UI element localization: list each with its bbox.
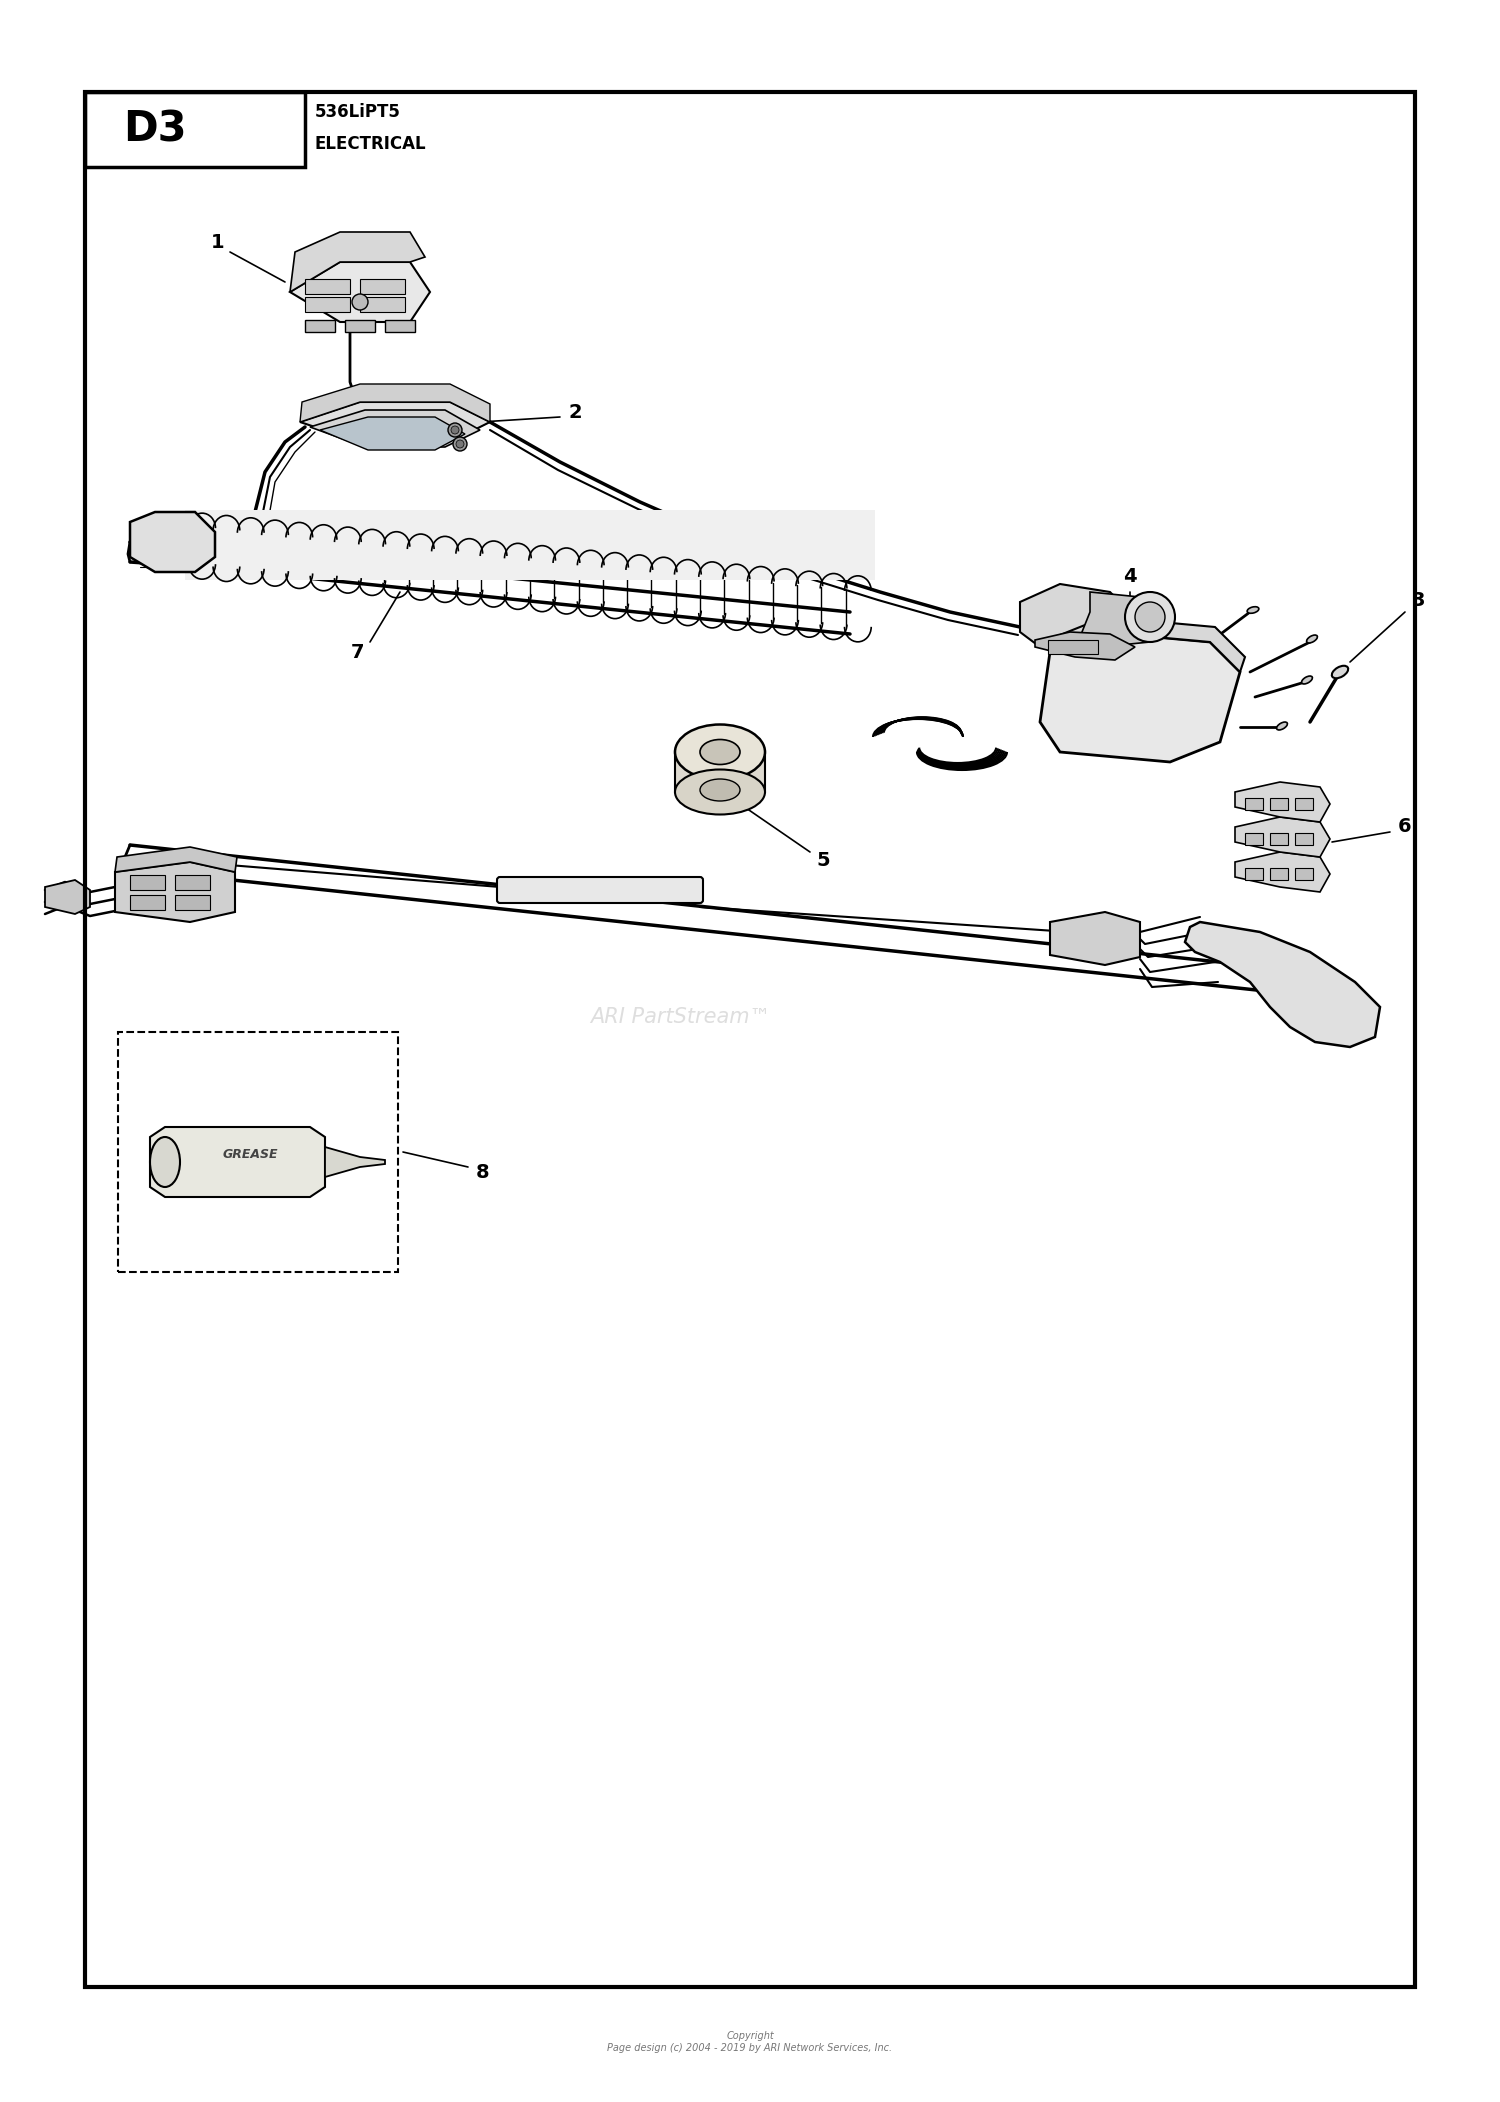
Polygon shape <box>116 862 236 923</box>
Polygon shape <box>1185 923 1380 1047</box>
Text: ARI PartStream™: ARI PartStream™ <box>590 1007 771 1028</box>
Circle shape <box>1125 593 1174 641</box>
Bar <box>130 895 165 910</box>
Ellipse shape <box>675 769 765 813</box>
Bar <box>304 280 350 294</box>
Bar <box>1270 832 1288 845</box>
Bar <box>176 895 210 910</box>
Circle shape <box>1136 601 1166 633</box>
Bar <box>386 320 416 332</box>
Text: 5: 5 <box>816 851 830 870</box>
Polygon shape <box>300 401 490 441</box>
Bar <box>1270 868 1288 881</box>
Polygon shape <box>150 1127 326 1196</box>
Text: Copyright
Page design (c) 2004 - 2019 by ARI Network Services, Inc.: Copyright Page design (c) 2004 - 2019 by… <box>608 2031 892 2054</box>
Circle shape <box>453 437 466 452</box>
Polygon shape <box>1234 851 1330 891</box>
Polygon shape <box>320 416 465 450</box>
Text: 4: 4 <box>1124 568 1137 586</box>
Ellipse shape <box>700 740 740 765</box>
Circle shape <box>448 423 462 437</box>
Polygon shape <box>1234 818 1330 858</box>
Ellipse shape <box>1246 607 1258 614</box>
Bar <box>86 92 304 166</box>
Polygon shape <box>116 847 237 872</box>
Bar <box>1245 832 1263 845</box>
Polygon shape <box>1050 912 1140 965</box>
Ellipse shape <box>675 725 765 780</box>
Polygon shape <box>1080 593 1160 647</box>
Circle shape <box>352 294 368 309</box>
Text: 536LiPT5: 536LiPT5 <box>315 103 400 122</box>
Circle shape <box>456 439 464 448</box>
Bar <box>1245 868 1263 881</box>
Circle shape <box>452 427 459 433</box>
Polygon shape <box>300 385 490 423</box>
Polygon shape <box>45 881 90 914</box>
Polygon shape <box>1020 584 1130 652</box>
Text: ELECTRICAL: ELECTRICAL <box>315 135 426 153</box>
Polygon shape <box>1035 633 1136 660</box>
FancyBboxPatch shape <box>496 877 704 904</box>
Bar <box>1294 868 1312 881</box>
Bar <box>184 511 874 580</box>
Ellipse shape <box>700 780 740 801</box>
Ellipse shape <box>1306 635 1317 643</box>
Text: GREASE: GREASE <box>222 1148 278 1160</box>
Polygon shape <box>1050 618 1245 673</box>
Bar <box>86 92 1414 1986</box>
Bar <box>1245 799 1263 809</box>
Polygon shape <box>1040 633 1240 763</box>
Bar <box>360 280 405 294</box>
Polygon shape <box>310 410 480 448</box>
Bar <box>1048 639 1098 654</box>
Ellipse shape <box>1332 666 1348 679</box>
Bar <box>360 296 405 311</box>
Bar <box>345 320 375 332</box>
Text: 7: 7 <box>351 643 364 662</box>
Polygon shape <box>290 231 424 292</box>
Text: 6: 6 <box>1398 818 1411 837</box>
Text: 8: 8 <box>476 1162 490 1181</box>
Bar <box>1294 832 1312 845</box>
Bar <box>1294 799 1312 809</box>
Bar <box>304 320 334 332</box>
Bar <box>130 874 165 889</box>
Polygon shape <box>326 1148 386 1177</box>
Polygon shape <box>130 513 214 572</box>
Text: 2: 2 <box>568 401 582 423</box>
Text: 3: 3 <box>1412 591 1425 610</box>
Bar <box>176 874 210 889</box>
Bar <box>118 1032 398 1272</box>
Ellipse shape <box>1276 721 1287 729</box>
Ellipse shape <box>1302 677 1312 683</box>
Text: D3: D3 <box>123 109 188 151</box>
Bar <box>304 296 350 311</box>
Polygon shape <box>1234 782 1330 822</box>
Ellipse shape <box>150 1137 180 1188</box>
Polygon shape <box>290 263 430 322</box>
Text: 1: 1 <box>211 233 225 252</box>
Bar <box>1270 799 1288 809</box>
Polygon shape <box>675 753 765 792</box>
